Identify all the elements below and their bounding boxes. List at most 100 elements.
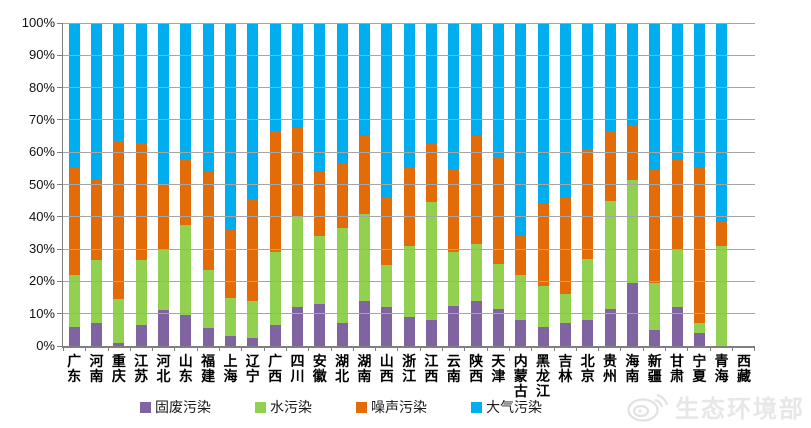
bar-segment (358, 300, 370, 346)
bar-slot (487, 23, 509, 346)
x-axis-tick (131, 346, 154, 351)
stacked-bar (537, 23, 549, 346)
x-axis-label-text: 新疆 (647, 353, 662, 384)
y-axis-tick (57, 184, 63, 185)
bar-segment (358, 23, 370, 137)
x-axis-label-text: 江西 (424, 353, 439, 384)
bar-segment (269, 23, 281, 132)
bar-slot (420, 23, 442, 346)
bar-segment (559, 323, 571, 346)
x-axis-tick (443, 346, 466, 351)
bar-segment (403, 168, 415, 246)
x-axis-tick (376, 346, 399, 351)
bar-slot (264, 23, 286, 346)
bar-segment (135, 142, 147, 261)
bar-segment (336, 163, 348, 229)
bar-segment (314, 236, 326, 305)
x-axis-tick (86, 346, 109, 351)
stacked-bar (135, 23, 147, 346)
stacked-bar (180, 23, 192, 346)
bar-segment (157, 249, 169, 311)
weibo-icon (627, 393, 669, 422)
x-axis-label: 河北 (152, 354, 174, 399)
x-axis-label-text: 黑龙江 (536, 353, 551, 399)
y-axis-tick (57, 313, 63, 315)
y-axis-label: 20% (28, 273, 55, 289)
bar-segment (559, 294, 571, 324)
bar-segment (492, 308, 504, 346)
x-axis-label-text: 内蒙古 (513, 353, 528, 399)
x-axis-label-text: 云南 (446, 353, 461, 384)
x-axis-label-text: 湖北 (335, 353, 350, 384)
bar-segment (247, 300, 259, 338)
bar-slot (353, 23, 375, 346)
bar-segment (537, 326, 549, 346)
x-axis-label: 海南 (621, 354, 643, 399)
bar-segment (626, 126, 638, 180)
legend-label: 固废污染 (155, 399, 211, 415)
bar-segment (604, 308, 616, 346)
bar-segment (671, 307, 683, 346)
stacked-bar (671, 23, 683, 346)
stacked-bar (425, 23, 437, 346)
x-axis-label-text: 青海 (714, 353, 729, 384)
bar-segment (224, 297, 236, 337)
bar-slot (599, 23, 621, 346)
x-axis-tick (265, 346, 287, 351)
bar-slot (532, 23, 554, 346)
bar-segment (247, 23, 259, 200)
bar-slot (63, 23, 85, 346)
bar-slot (175, 23, 197, 346)
y-axis-tick (57, 54, 63, 56)
bar-segment (470, 244, 482, 301)
bar-segment (68, 326, 80, 346)
y-axis-tick (57, 87, 63, 89)
plot-area: 广东 河南 重庆 江苏 河北 山东 福建 上海 辽宁 广西 四川 安徽 湖北 湖南 山西 浙江 江西 云南 陕西 天津… (22, 16, 756, 399)
gridline (63, 54, 755, 56)
x-axis-tick (398, 346, 421, 351)
chart-legend: 固废污染 水污染 噪声污染 大气污染 (140, 397, 542, 417)
watermark-text: 生态环境部 (675, 396, 805, 423)
bar-slot (621, 23, 643, 346)
bar-segment (693, 168, 705, 324)
bar-segment (157, 23, 169, 185)
bar-segment (403, 23, 415, 169)
bar-segment (559, 23, 571, 198)
bar-segment (693, 323, 705, 334)
bar-segment (515, 320, 527, 346)
bar-segment (269, 325, 281, 346)
bar-segment (582, 149, 594, 259)
bar-segment (649, 23, 661, 170)
bar-segment (135, 23, 147, 143)
bar-segment (90, 179, 102, 261)
bar-segment (693, 23, 705, 169)
x-axis-tick (63, 346, 87, 351)
x-axis-tick (555, 346, 577, 351)
bar-segment (693, 333, 705, 346)
bar-segment (314, 304, 326, 346)
x-axis-label: 江苏 (130, 354, 152, 399)
legend-item: 噪声污染 (356, 397, 427, 417)
x-axis-label-text: 重庆 (111, 353, 126, 384)
bar-segment (180, 23, 192, 159)
stacked-bar (470, 23, 482, 346)
x-axis-label-text: 天津 (491, 353, 506, 384)
bar-segment (537, 286, 549, 327)
gridline (63, 216, 755, 218)
bar-segment (537, 203, 549, 287)
gridline (63, 22, 755, 24)
bar-segment (314, 23, 326, 172)
bar-slot (510, 23, 532, 346)
x-axis-tick (577, 346, 600, 351)
bar-slot (242, 23, 264, 346)
stacked-bar (90, 23, 102, 346)
x-axis-tick (465, 346, 488, 351)
x-axis-label: 广东 (63, 354, 85, 399)
x-axis-tick (421, 346, 444, 351)
bar-segment (113, 342, 125, 346)
bar-segment (649, 169, 661, 284)
bar-segment (314, 171, 326, 237)
y-axis-label: 60% (28, 144, 55, 160)
bar-slot (219, 23, 241, 346)
